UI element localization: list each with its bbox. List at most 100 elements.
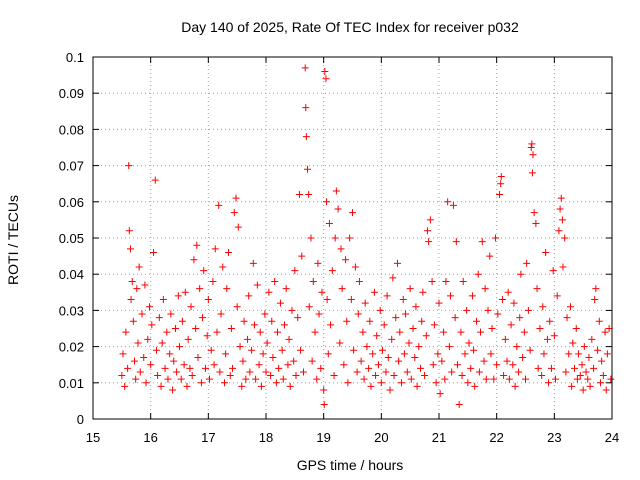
data-point: [279, 375, 287, 383]
data-point: [400, 350, 408, 358]
data-point: [442, 277, 450, 285]
data-point: [494, 310, 502, 318]
data-point: [432, 379, 440, 387]
data-point: [561, 234, 569, 242]
chart-title: Day 140 of 2025, Rate Of TEC Index for r…: [181, 19, 519, 35]
data-point: [301, 64, 309, 72]
data-point: [302, 133, 310, 141]
data-point: [188, 372, 196, 380]
data-point: [220, 379, 228, 387]
data-point: [563, 314, 571, 322]
data-point: [536, 325, 544, 332]
data-point: [204, 296, 212, 304]
x-tick-label: 23: [547, 430, 561, 445]
data-point: [413, 382, 421, 390]
data-point: [158, 339, 166, 347]
data-point: [129, 317, 137, 325]
data-point: [507, 321, 515, 329]
x-tick-label: 24: [605, 430, 619, 445]
data-point: [423, 227, 431, 235]
data-point: [540, 350, 548, 358]
data-point: [601, 328, 609, 336]
data-point: [278, 346, 286, 354]
x-tick-label: 22: [489, 430, 503, 445]
data-point: [346, 234, 354, 242]
data-point: [171, 325, 179, 332]
data-point: [288, 306, 296, 314]
data-point: [557, 194, 565, 202]
data-point: [305, 191, 313, 199]
data-point: [488, 325, 496, 332]
data-point: [553, 292, 561, 300]
data-point: [252, 375, 260, 383]
data-point: [121, 382, 129, 390]
data-point: [282, 285, 290, 293]
data-point: [524, 306, 532, 314]
data-point: [407, 375, 415, 383]
data-point: [144, 335, 152, 343]
data-point: [440, 328, 448, 336]
data-point: [302, 104, 310, 112]
data-point: [343, 317, 351, 325]
data-point: [556, 205, 564, 213]
data-point: [505, 375, 513, 383]
y-tick-label: 0.07: [59, 159, 84, 174]
data-point: [493, 361, 501, 369]
data-point: [292, 372, 300, 380]
data-point: [415, 343, 423, 351]
data-point: [201, 364, 209, 372]
data-point: [497, 180, 505, 188]
data-point: [152, 346, 160, 354]
data-point: [327, 321, 335, 329]
data-point: [595, 317, 603, 325]
data-point: [187, 303, 195, 311]
data-point: [605, 325, 613, 332]
data-point: [192, 325, 200, 332]
data-point: [532, 220, 540, 228]
data-point: [422, 332, 430, 340]
data-point: [183, 382, 191, 390]
data-point: [369, 350, 377, 358]
data-point: [486, 252, 494, 260]
data-point: [448, 368, 456, 376]
data-point: [522, 375, 529, 383]
data-point: [166, 350, 174, 358]
data-point: [399, 296, 407, 304]
data-point: [520, 328, 528, 336]
data-point: [148, 321, 156, 329]
data-point: [340, 361, 348, 369]
data-point: [290, 357, 298, 365]
data-point: [573, 375, 581, 383]
data-point: [406, 285, 414, 293]
data-point: [199, 314, 207, 322]
y-tick-label: 0.1: [66, 50, 84, 65]
data-point: [457, 328, 465, 336]
data-point: [307, 234, 315, 242]
data-point: [530, 209, 538, 217]
data-point: [174, 292, 182, 300]
data-point: [409, 325, 417, 332]
data-point: [256, 328, 264, 336]
data-point: [186, 364, 194, 372]
data-point: [555, 227, 563, 235]
data-point: [447, 292, 455, 300]
data-point: [515, 368, 523, 376]
data-point: [253, 281, 261, 289]
data-point: [471, 382, 479, 390]
data-point: [133, 285, 141, 293]
data-point: [378, 346, 386, 354]
data-point: [598, 357, 606, 365]
data-point: [122, 328, 130, 336]
data-point: [481, 285, 489, 293]
data-point: [411, 353, 419, 361]
data-point: [418, 317, 426, 325]
data-point: [125, 227, 133, 235]
data-point: [572, 325, 580, 332]
data-point: [403, 368, 411, 376]
data-point: [449, 201, 457, 209]
data-point: [197, 379, 205, 387]
data-point: [497, 172, 505, 180]
data-point: [533, 285, 541, 293]
data-point: [154, 372, 162, 380]
data-point: [478, 238, 486, 246]
